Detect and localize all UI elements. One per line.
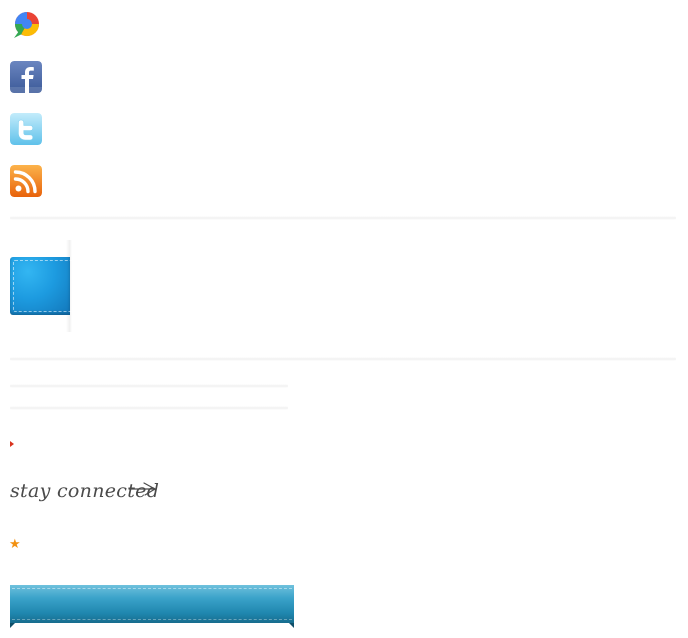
divider [10, 406, 288, 410]
divider [10, 216, 676, 220]
rss-icon[interactable] [10, 165, 42, 197]
twitter-icon[interactable] [10, 113, 42, 145]
divider [10, 357, 676, 361]
divider [10, 384, 288, 388]
google-buzz-icon[interactable] [10, 10, 42, 42]
facebook-icon[interactable] [10, 61, 42, 93]
stay-connected-text: stay connected [10, 480, 160, 502]
right-arrow-icon [128, 482, 156, 496]
ribbon-fold-right [289, 623, 294, 628]
blue-ribbon-banner [10, 585, 294, 623]
stay-connected-heading: stay connected [8, 472, 160, 522]
blue-stitched-tab[interactable] [10, 257, 72, 315]
ribbon-fold-left [10, 623, 15, 628]
triangle-bullet-icon [10, 441, 14, 447]
star-icon: ★ [9, 536, 21, 551]
